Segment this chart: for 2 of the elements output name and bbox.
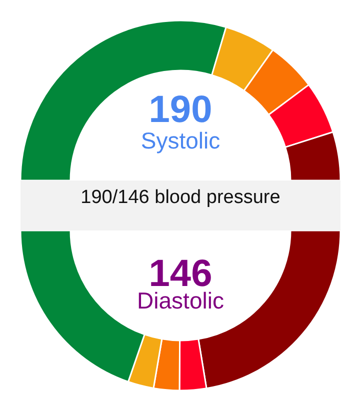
text: Diastolic xyxy=(137,288,224,314)
text: 190/146 blood pressure xyxy=(80,187,280,208)
